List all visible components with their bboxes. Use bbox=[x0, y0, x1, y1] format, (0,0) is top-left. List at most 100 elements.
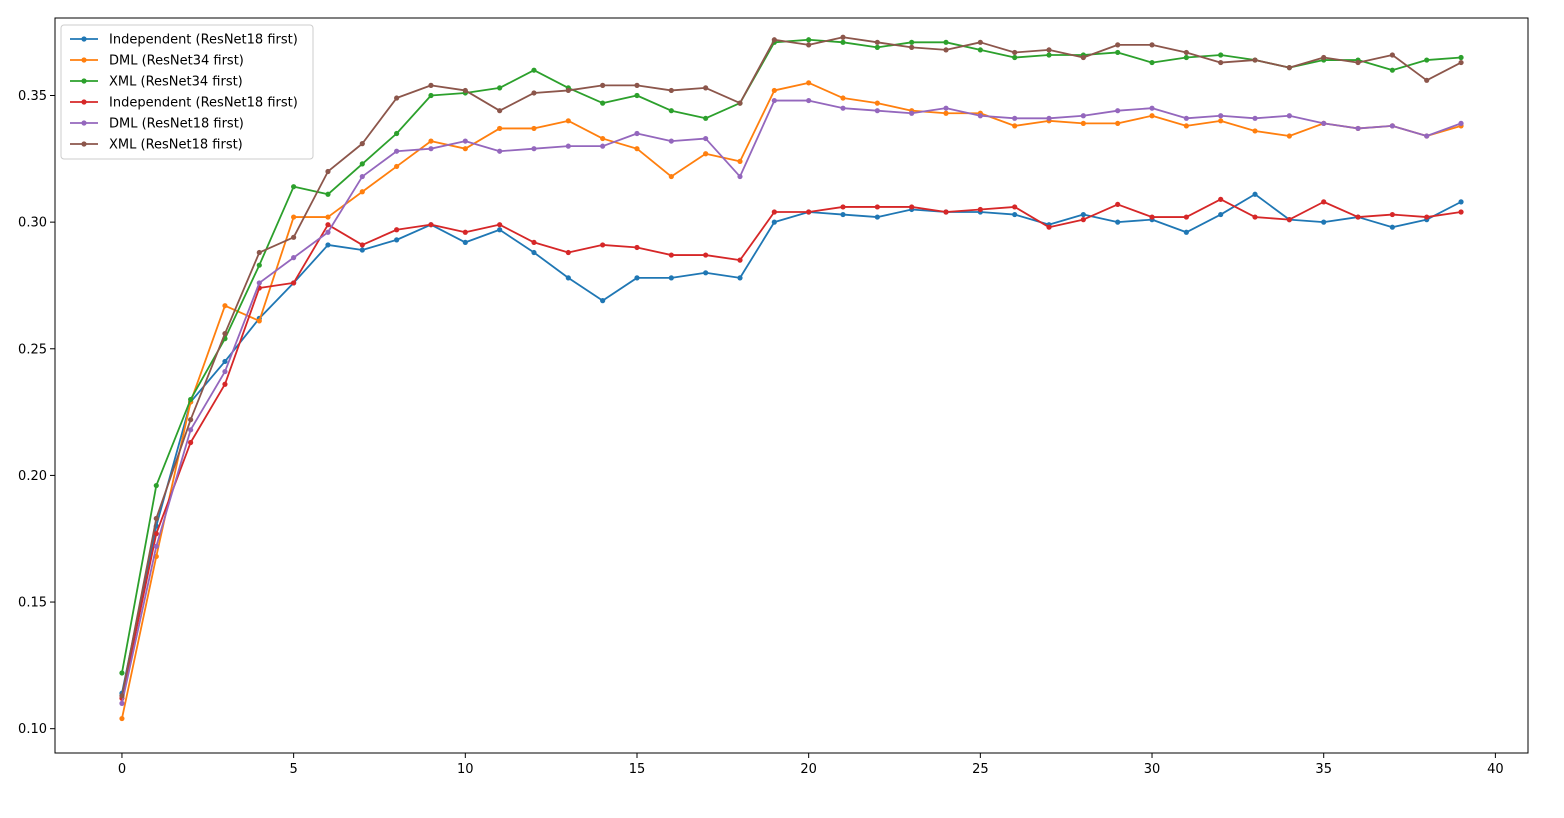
y-tick-label-4: 0.30 bbox=[18, 216, 47, 231]
point-4-25 bbox=[977, 113, 983, 119]
point-3-27 bbox=[1046, 224, 1052, 230]
point-4-21 bbox=[840, 105, 846, 111]
point-2-26 bbox=[1012, 54, 1018, 61]
point-5-19 bbox=[771, 37, 777, 43]
point-4-8 bbox=[394, 148, 400, 154]
point-5-31 bbox=[1183, 49, 1189, 56]
x-tick-label-2: 10 bbox=[457, 762, 474, 777]
point-5-36 bbox=[1355, 59, 1361, 66]
point-2-23 bbox=[909, 39, 915, 45]
series-line-1 bbox=[121, 81, 1462, 719]
legend-item-4: DML (ResNet18 first) bbox=[70, 117, 244, 132]
point-5-4 bbox=[256, 249, 262, 256]
point-3-5 bbox=[291, 280, 297, 286]
point-4-29 bbox=[1115, 108, 1121, 114]
point-2-12 bbox=[531, 67, 537, 73]
point-2-37 bbox=[1389, 67, 1395, 73]
point-4-9 bbox=[428, 146, 434, 152]
legend: Independent (ResNet18 first) DML (ResNet3… bbox=[60, 24, 314, 160]
point-3-9 bbox=[428, 222, 434, 228]
point-3-11 bbox=[497, 222, 503, 228]
series-4 bbox=[119, 97, 1464, 706]
point-4-16 bbox=[668, 138, 674, 144]
point-0-15 bbox=[634, 275, 640, 281]
point-0-13 bbox=[565, 275, 571, 281]
series-line-0 bbox=[121, 193, 1462, 694]
point-2-15 bbox=[634, 92, 640, 99]
point-5-30 bbox=[1149, 42, 1155, 48]
legend-label-1: DML (ResNet34 first) bbox=[109, 54, 244, 69]
point-5-1 bbox=[153, 515, 159, 522]
point-1-17 bbox=[703, 151, 709, 157]
point-2-20 bbox=[806, 37, 812, 43]
point-0-35 bbox=[1321, 219, 1327, 225]
point-1-4 bbox=[256, 318, 262, 324]
point-0-22 bbox=[874, 214, 880, 220]
point-4-19 bbox=[771, 97, 777, 104]
legend-marker-3 bbox=[81, 99, 87, 105]
point-5-24 bbox=[943, 47, 949, 53]
point-5-27 bbox=[1046, 47, 1052, 53]
point-5-18 bbox=[737, 100, 743, 106]
point-5-32 bbox=[1218, 59, 1224, 66]
point-5-21 bbox=[840, 34, 846, 40]
point-0-18 bbox=[737, 275, 743, 281]
point-0-10 bbox=[462, 239, 468, 245]
point-3-2 bbox=[188, 439, 194, 446]
point-4-11 bbox=[497, 148, 503, 154]
point-3-24 bbox=[943, 209, 949, 215]
series-line-3 bbox=[121, 198, 1462, 699]
point-5-33 bbox=[1252, 57, 1258, 63]
x-tick-label-7: 35 bbox=[1315, 762, 1332, 777]
point-0-16 bbox=[668, 275, 674, 281]
series-layer bbox=[119, 34, 1464, 722]
point-2-6 bbox=[325, 191, 331, 197]
legend-label-3: Independent (ResNet18 first) bbox=[109, 96, 298, 111]
point-3-30 bbox=[1149, 214, 1155, 220]
legend-marker-2 bbox=[81, 78, 87, 84]
point-1-31 bbox=[1183, 123, 1189, 129]
point-0-6 bbox=[325, 242, 331, 248]
legend-item-3: Independent (ResNet18 first) bbox=[70, 96, 298, 111]
y-tick-label-5: 0.35 bbox=[18, 89, 47, 104]
point-5-28 bbox=[1080, 54, 1086, 61]
point-4-36 bbox=[1355, 125, 1361, 132]
x-tick-label-1: 5 bbox=[289, 762, 297, 777]
point-5-17 bbox=[703, 85, 709, 91]
point-0-26 bbox=[1012, 211, 1018, 218]
point-1-8 bbox=[394, 163, 400, 170]
point-4-10 bbox=[462, 138, 468, 144]
point-5-11 bbox=[497, 108, 503, 114]
point-1-10 bbox=[462, 146, 468, 152]
point-2-7 bbox=[359, 161, 365, 167]
point-3-38 bbox=[1424, 214, 1430, 220]
point-5-22 bbox=[874, 39, 880, 45]
point-2-27 bbox=[1046, 52, 1052, 58]
legend-marker-5 bbox=[81, 141, 87, 147]
point-3-39 bbox=[1458, 209, 1464, 215]
point-5-8 bbox=[394, 95, 400, 101]
series-3 bbox=[119, 196, 1464, 701]
point-5-15 bbox=[634, 82, 640, 88]
point-5-0 bbox=[119, 693, 125, 699]
point-5-10 bbox=[462, 87, 468, 94]
point-0-11 bbox=[497, 227, 503, 233]
point-4-5 bbox=[291, 255, 297, 261]
point-2-9 bbox=[428, 92, 434, 99]
point-5-23 bbox=[909, 44, 915, 50]
series-0 bbox=[119, 191, 1464, 696]
point-1-6 bbox=[325, 214, 331, 220]
point-4-35 bbox=[1321, 120, 1327, 126]
point-2-2 bbox=[188, 396, 194, 403]
point-4-26 bbox=[1012, 115, 1018, 121]
legend-item-5: XML (ResNet18 first) bbox=[70, 138, 243, 153]
point-3-10 bbox=[462, 229, 468, 235]
axes-frame bbox=[54, 17, 1529, 754]
legend-marker-1 bbox=[81, 57, 87, 63]
point-5-29 bbox=[1115, 42, 1121, 48]
point-0-21 bbox=[840, 211, 846, 218]
point-5-9 bbox=[428, 82, 434, 88]
point-1-24 bbox=[943, 110, 949, 116]
point-0-37 bbox=[1389, 224, 1395, 230]
point-4-37 bbox=[1389, 123, 1395, 129]
